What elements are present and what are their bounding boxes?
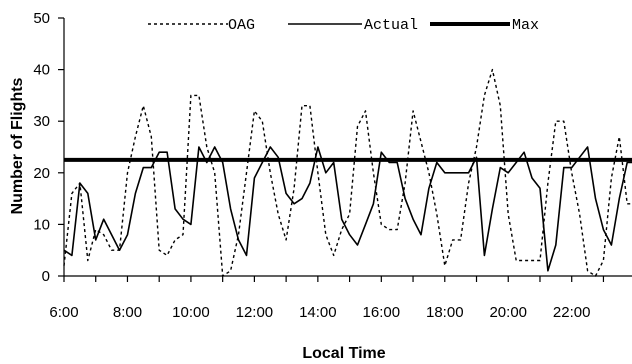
x-tick-label: 22:00 (553, 304, 591, 321)
x-tick-label: 16:00 (363, 304, 401, 321)
series-lines (63, 68, 632, 277)
y-tick-label: 20 (33, 165, 50, 182)
legend-label-actual: Actual (364, 17, 418, 34)
series-line-oag (63, 68, 632, 277)
y-axis-title: Number of Flights (9, 77, 26, 214)
x-tick-label: 10:00 (172, 304, 210, 321)
y-tick-label: 0 (42, 268, 50, 285)
y-tick-label: 40 (33, 62, 50, 79)
x-tick-label: 20:00 (489, 304, 527, 321)
y-tick-label: 10 (33, 216, 50, 233)
axes (63, 18, 632, 277)
y-tick-label: 50 (33, 10, 50, 27)
x-ticks: 6:00 8:00 10:00 12:00 14:00 16:00 18:00 20:00 22… (49, 276, 605, 321)
legend-label-oag: OAG (228, 17, 255, 34)
x-tick-label: 8:00 (113, 304, 142, 321)
series-line-actual (63, 146, 632, 272)
x-tick-label: 14:00 (299, 304, 337, 321)
legend: OAG Actual Max (148, 17, 539, 34)
x-tick-label: 18:00 (426, 304, 464, 321)
x-tick-label: 12:00 (236, 304, 274, 321)
x-axis-title: Local Time (302, 345, 385, 362)
legend-label-max: Max (512, 17, 539, 34)
y-ticks: 0 10 20 30 40 50 (33, 10, 64, 285)
y-tick-label: 30 (33, 113, 50, 130)
x-tick-label: 6:00 (49, 304, 78, 321)
